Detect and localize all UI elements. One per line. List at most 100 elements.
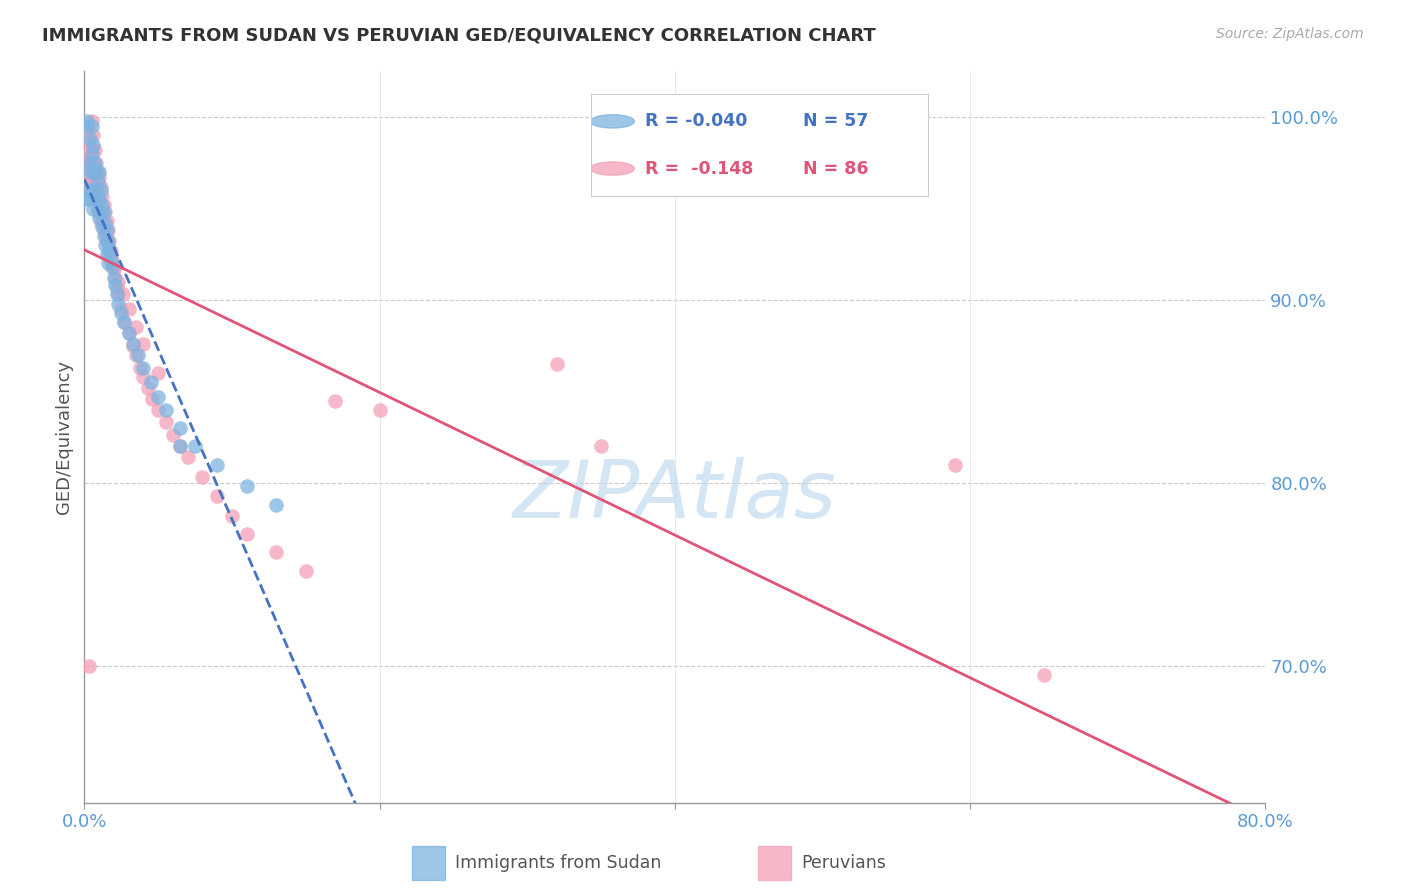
- Point: [86, 174, 108, 188]
- Point: [80, 119, 103, 133]
- Point: [79, 192, 101, 206]
- Point: [118, 326, 141, 340]
- Point: [79, 132, 101, 146]
- Point: [97, 235, 120, 249]
- Point: [177, 450, 200, 465]
- Point: [82, 155, 104, 169]
- Point: [112, 315, 135, 329]
- Point: [236, 527, 259, 541]
- Point: [112, 315, 135, 329]
- Point: [101, 260, 124, 274]
- Point: [91, 188, 114, 202]
- Point: [125, 348, 148, 362]
- Circle shape: [591, 161, 634, 175]
- Point: [84, 155, 107, 169]
- Point: [107, 275, 129, 289]
- Point: [148, 366, 170, 380]
- Point: [82, 137, 104, 152]
- Point: [264, 498, 288, 512]
- Text: R =  -0.148: R = -0.148: [644, 160, 752, 178]
- Point: [93, 205, 115, 219]
- Point: [111, 287, 134, 301]
- Point: [107, 287, 129, 301]
- Point: [93, 223, 115, 237]
- Point: [155, 416, 177, 430]
- Point: [127, 348, 149, 362]
- Point: [104, 278, 127, 293]
- Point: [97, 256, 120, 270]
- Point: [76, 141, 98, 155]
- Point: [83, 169, 105, 183]
- Point: [86, 205, 108, 219]
- Point: [77, 183, 100, 197]
- Point: [84, 178, 107, 192]
- Text: N = 57: N = 57: [803, 112, 869, 130]
- Point: [93, 198, 115, 212]
- Point: [125, 320, 148, 334]
- Point: [89, 165, 111, 179]
- Point: [86, 202, 108, 216]
- Point: [83, 143, 105, 157]
- Point: [90, 216, 112, 230]
- Point: [122, 338, 145, 352]
- Point: [82, 169, 104, 183]
- Point: [76, 119, 98, 133]
- Point: [89, 211, 111, 225]
- Point: [97, 223, 120, 237]
- Point: [169, 421, 191, 435]
- Point: [77, 183, 100, 197]
- Point: [91, 198, 114, 212]
- Point: [118, 326, 141, 340]
- Point: [82, 128, 104, 143]
- Point: [80, 141, 103, 155]
- Point: [90, 179, 112, 194]
- Point: [945, 458, 967, 472]
- Point: [132, 360, 155, 375]
- Point: [98, 242, 121, 256]
- Point: [91, 211, 114, 225]
- Point: [91, 205, 114, 219]
- Point: [132, 369, 155, 384]
- Point: [83, 183, 105, 197]
- Point: [323, 393, 347, 408]
- Point: [139, 375, 162, 389]
- Point: [103, 260, 125, 274]
- Point: [162, 428, 184, 442]
- Point: [98, 235, 121, 249]
- Point: [169, 439, 191, 453]
- Point: [82, 165, 104, 179]
- Text: R = -0.040: R = -0.040: [644, 112, 747, 130]
- Point: [100, 244, 122, 258]
- Point: [91, 219, 114, 234]
- Point: [205, 458, 228, 472]
- Point: [107, 296, 129, 310]
- Point: [101, 252, 124, 267]
- Text: IMMIGRANTS FROM SUDAN VS PERUVIAN GED/EQUIVALENCY CORRELATION CHART: IMMIGRANTS FROM SUDAN VS PERUVIAN GED/EQ…: [42, 27, 876, 45]
- Point: [89, 192, 111, 206]
- Point: [129, 360, 152, 375]
- Point: [96, 235, 118, 249]
- Point: [136, 381, 159, 395]
- Point: [76, 113, 98, 128]
- Point: [75, 192, 97, 206]
- Point: [83, 155, 105, 169]
- Y-axis label: GED/Equivalency: GED/Equivalency: [55, 360, 73, 514]
- Point: [90, 183, 112, 197]
- Point: [132, 336, 155, 351]
- Point: [141, 392, 163, 406]
- Point: [75, 165, 97, 179]
- Point: [546, 357, 568, 371]
- Point: [118, 301, 141, 316]
- Point: [93, 219, 115, 234]
- Point: [105, 280, 128, 294]
- Point: [96, 214, 118, 228]
- Point: [368, 402, 391, 417]
- Point: [84, 165, 107, 179]
- Point: [79, 150, 101, 164]
- Point: [80, 169, 103, 183]
- Point: [104, 271, 127, 285]
- Point: [110, 306, 132, 320]
- Point: [191, 470, 214, 484]
- Point: [103, 271, 125, 285]
- Point: [148, 390, 170, 404]
